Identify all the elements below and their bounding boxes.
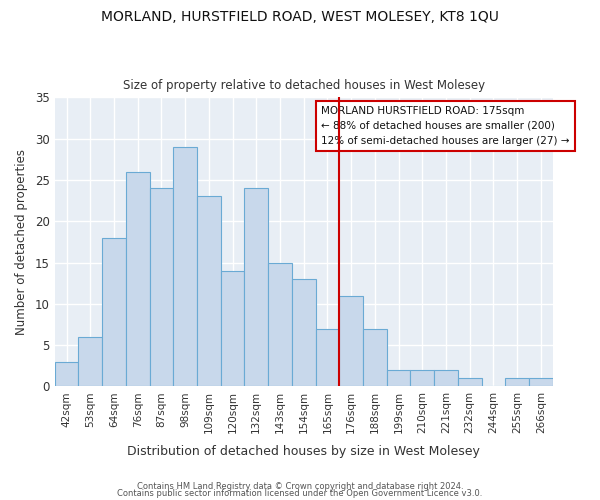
Bar	[149, 188, 173, 386]
Y-axis label: Number of detached properties: Number of detached properties	[15, 149, 28, 335]
Bar	[410, 370, 434, 386]
Bar	[197, 196, 221, 386]
Text: Contains public sector information licensed under the Open Government Licence v3: Contains public sector information licen…	[118, 488, 482, 498]
Bar	[173, 147, 197, 386]
Bar	[363, 328, 387, 386]
Bar	[79, 337, 102, 386]
Bar	[292, 279, 316, 386]
Text: MORLAND HURSTFIELD ROAD: 175sqm
← 88% of detached houses are smaller (200)
12% o: MORLAND HURSTFIELD ROAD: 175sqm ← 88% of…	[321, 106, 569, 146]
Bar	[102, 238, 126, 386]
Bar	[458, 378, 482, 386]
Bar	[339, 296, 363, 386]
Bar	[529, 378, 553, 386]
Bar	[126, 172, 149, 386]
Title: Size of property relative to detached houses in West Molesey: Size of property relative to detached ho…	[122, 79, 485, 92]
Bar	[387, 370, 410, 386]
Text: MORLAND, HURSTFIELD ROAD, WEST MOLESEY, KT8 1QU: MORLAND, HURSTFIELD ROAD, WEST MOLESEY, …	[101, 10, 499, 24]
Bar	[434, 370, 458, 386]
Bar	[505, 378, 529, 386]
Bar	[244, 188, 268, 386]
Bar	[55, 362, 79, 386]
Text: Contains HM Land Registry data © Crown copyright and database right 2024.: Contains HM Land Registry data © Crown c…	[137, 482, 463, 491]
Bar	[268, 262, 292, 386]
Bar	[221, 271, 244, 386]
Bar	[316, 328, 339, 386]
X-axis label: Distribution of detached houses by size in West Molesey: Distribution of detached houses by size …	[127, 444, 480, 458]
